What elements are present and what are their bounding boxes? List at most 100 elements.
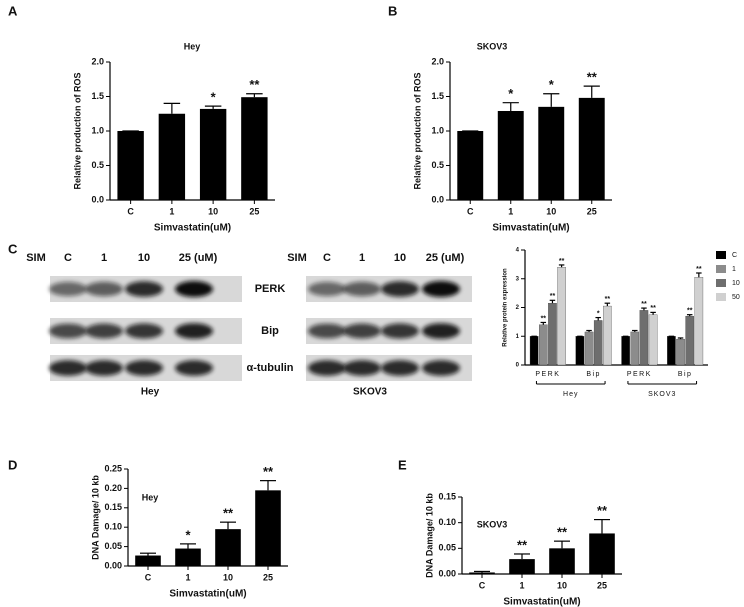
error-bar bbox=[641, 307, 647, 311]
panel-label: B bbox=[388, 3, 397, 18]
error-bar bbox=[220, 521, 236, 530]
y-tick-label: 0.0 bbox=[91, 194, 104, 204]
blot-band bbox=[175, 281, 213, 297]
blot-band bbox=[308, 360, 346, 376]
significance: * bbox=[597, 310, 600, 317]
blot-band bbox=[308, 281, 346, 297]
bar bbox=[603, 305, 612, 366]
error-bar bbox=[549, 299, 556, 304]
significance: * bbox=[508, 86, 514, 101]
bar bbox=[639, 310, 649, 366]
legend-label: 1 bbox=[732, 266, 736, 273]
bar bbox=[538, 106, 565, 200]
x-tick-label: Bip bbox=[586, 371, 601, 378]
bar bbox=[667, 336, 676, 366]
bar bbox=[648, 314, 658, 366]
y-tick-label: 0.15 bbox=[104, 502, 122, 512]
x-tick-label: 1 bbox=[519, 580, 524, 590]
blot-band bbox=[125, 323, 163, 339]
y-tick-label: 1.0 bbox=[431, 125, 444, 135]
y-tick-label: 2.0 bbox=[431, 56, 444, 66]
cell-line-label: Hey bbox=[141, 387, 160, 398]
protein-label: Bip bbox=[261, 325, 279, 337]
legend-label: 50 bbox=[732, 294, 740, 301]
x-tick-label: 1 bbox=[185, 572, 190, 582]
bar bbox=[557, 267, 566, 366]
y-axis-label: DNA Damage/ 10 kb bbox=[424, 493, 434, 578]
significance: ** bbox=[641, 301, 647, 308]
legend-swatch bbox=[716, 279, 726, 287]
bar bbox=[593, 320, 603, 366]
error-bar bbox=[514, 553, 530, 560]
x-axis-label: Simvastatin(uM) bbox=[503, 597, 580, 607]
bar bbox=[539, 324, 548, 366]
significance: ** bbox=[557, 525, 568, 540]
x-tick-label: 1 bbox=[508, 206, 513, 216]
bar bbox=[548, 303, 557, 366]
blot-band bbox=[49, 323, 87, 339]
legend-swatch bbox=[716, 251, 726, 259]
legend-swatch bbox=[716, 293, 726, 301]
chart-title: Hey bbox=[184, 41, 201, 51]
chart-title: SKOV3 bbox=[477, 519, 508, 529]
bar bbox=[158, 113, 186, 200]
y-tick-label: 0.00 bbox=[104, 560, 122, 570]
blot-band bbox=[49, 281, 87, 297]
error-bar bbox=[583, 85, 600, 98]
bar bbox=[529, 336, 539, 366]
y-tick-label: 4 bbox=[516, 248, 520, 254]
error-bar bbox=[632, 329, 638, 332]
x-tick-label: 10 bbox=[546, 206, 556, 216]
x-axis-label: Simvastatin(uM) bbox=[169, 589, 246, 600]
blot-band bbox=[125, 360, 163, 376]
y-tick-label: 3 bbox=[516, 276, 520, 282]
error-bar bbox=[180, 543, 196, 549]
lane-label: 25 (uM) bbox=[426, 252, 465, 264]
blot-band bbox=[85, 323, 123, 339]
x-tick-label: PERK bbox=[627, 371, 652, 378]
error-bar bbox=[554, 540, 570, 549]
error-bar bbox=[246, 93, 263, 98]
x-tick-label: 25 bbox=[597, 580, 607, 590]
lane-label: 1 bbox=[359, 252, 365, 264]
blot-band bbox=[422, 323, 460, 339]
bar bbox=[589, 533, 615, 574]
x-tick-label: C bbox=[467, 206, 474, 216]
significance: ** bbox=[550, 293, 556, 300]
y-tick-label: 1 bbox=[516, 334, 520, 340]
significance: ** bbox=[650, 305, 656, 312]
bar bbox=[241, 97, 268, 200]
x-tick-label: C bbox=[145, 572, 152, 582]
cell-line-label: SKOV3 bbox=[353, 387, 387, 398]
lane-label: C bbox=[323, 252, 331, 264]
blot-band bbox=[125, 281, 163, 297]
significance: ** bbox=[517, 537, 528, 552]
y-axis-label: Relative production of ROS bbox=[412, 72, 422, 189]
panel-label: A bbox=[8, 3, 18, 18]
bar bbox=[497, 110, 524, 200]
x-tick-label: C bbox=[127, 206, 134, 216]
error-bar bbox=[686, 314, 693, 317]
y-tick-label: 0.5 bbox=[431, 160, 444, 170]
y-tick-label: 0.25 bbox=[104, 463, 122, 473]
lane-label: 1 bbox=[101, 252, 107, 264]
bar bbox=[469, 572, 495, 574]
bar bbox=[135, 555, 161, 566]
error-bar bbox=[474, 570, 490, 573]
x-tick-label: 1 bbox=[169, 206, 174, 216]
significance: ** bbox=[223, 506, 234, 521]
legend-swatch bbox=[716, 265, 726, 273]
error-bar bbox=[594, 518, 610, 534]
lane-label: 25 (uM) bbox=[179, 252, 218, 264]
y-axis-label: Relative production of ROS bbox=[72, 72, 82, 189]
x-tick-label: 10 bbox=[208, 206, 218, 216]
y-tick-label: 0.05 bbox=[104, 541, 122, 551]
bar bbox=[199, 108, 227, 200]
error-bar bbox=[260, 480, 276, 491]
bar bbox=[621, 336, 630, 366]
bar bbox=[457, 131, 484, 200]
blot-band bbox=[308, 323, 346, 339]
sim-label: SIM bbox=[26, 252, 46, 264]
protein-label: PERK bbox=[255, 283, 286, 295]
blot-band bbox=[422, 281, 460, 297]
